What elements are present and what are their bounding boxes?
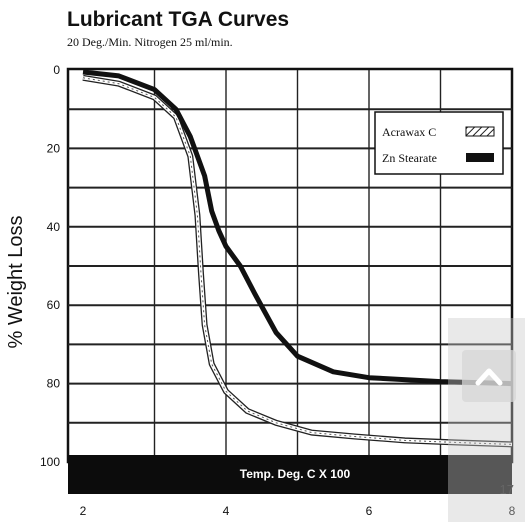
scroll-up-button-bg[interactable]: [462, 350, 516, 402]
y-tick-label: 100: [40, 455, 60, 469]
chart-title: Lubricant TGA Curves: [67, 8, 289, 31]
x-tick-labels: 2 4 6 8: [80, 504, 516, 518]
legend-label-zn-stearate: Zn Stearate: [382, 151, 437, 165]
y-tick-label: 0: [53, 63, 60, 77]
viewer-overlay: 17: [448, 318, 525, 522]
y-tick-labels: 0 20 40 60 80 100: [40, 63, 60, 469]
y-tick-label: 60: [47, 298, 61, 312]
series-lines: [82, 69, 513, 448]
x-tick-label: 2: [80, 504, 87, 518]
legend-box: [374, 111, 504, 175]
x-tick-label: 4: [223, 504, 230, 518]
chevron-up-icon: [475, 368, 503, 386]
legend-label-acrawax: Acrawax C: [382, 125, 436, 139]
y-tick-label: 80: [47, 377, 61, 391]
legend: Acrawax C Zn Stearate: [374, 111, 504, 175]
x-axis-band: [68, 455, 512, 494]
x-axis-label: Temp. Deg. C X 100: [240, 467, 351, 481]
y-tick-label: 40: [47, 220, 61, 234]
x-tick-label: 6: [366, 504, 373, 518]
series-line-acrawax-inner: [82, 76, 513, 447]
x-tick-label: 8: [509, 504, 516, 518]
y-axis-label: % Weight Loss: [5, 215, 27, 348]
legend-swatch-zn-stearate: [466, 153, 494, 162]
series-line-zn-stearate: [82, 69, 513, 387]
page-count: 17: [500, 482, 514, 497]
y-tick-label: 20: [47, 141, 61, 155]
chart-subtitle: 20 Deg./Min. Nitrogen 25 ml/min.: [67, 35, 233, 49]
legend-swatch-acrawax: [465, 126, 495, 137]
scroll-up-button[interactable]: [462, 350, 516, 402]
